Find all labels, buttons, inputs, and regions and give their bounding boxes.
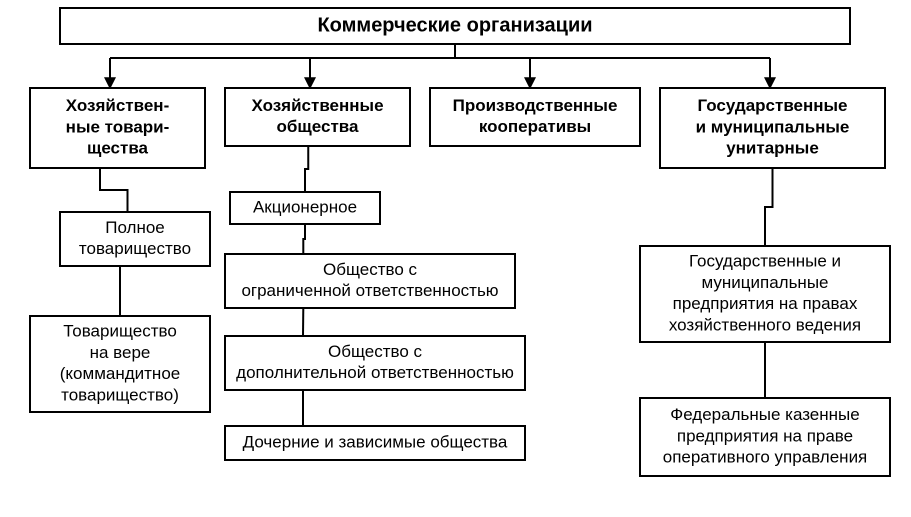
- node-c1b-line-0: Товарищество: [63, 322, 177, 341]
- node-c4a-line-3: хозяйственного ведения: [669, 315, 861, 334]
- node-c2c-line-1: дополнительной ответственностью: [236, 363, 514, 382]
- org-chart: Коммерческие организации Хозяйствен-ные т…: [0, 0, 911, 517]
- node-root: Коммерческие организации: [60, 8, 850, 44]
- node-col2-line-1: общества: [277, 117, 359, 136]
- node-c4a-line-0: Государственные и: [689, 252, 841, 271]
- nodes: Коммерческие организации Хозяйствен-ные т…: [30, 8, 890, 476]
- node-col3-line-1: кооперативы: [479, 117, 591, 136]
- node-c1b-line-3: товарищество): [61, 385, 179, 404]
- node-c4a-line-1: муниципальные: [702, 273, 829, 292]
- node-c2b-line-1: ограниченной ответственностью: [241, 281, 498, 300]
- node-col4-line-0: Государственные: [697, 96, 847, 115]
- node-c2a-line-0: Акционерное: [253, 197, 357, 216]
- node-c1a-line-1: товарищество: [79, 239, 191, 258]
- node-c2d-line-0: Дочерние и зависимые общества: [243, 432, 508, 451]
- node-c2d: Дочерние и зависимые общества: [225, 426, 525, 460]
- node-c1a-line-0: Полное: [105, 218, 165, 237]
- node-col1-line-1: ные товари-: [66, 117, 170, 136]
- node-c1b: Товарищество на вере (коммандитное товарище…: [30, 316, 210, 412]
- node-c4b: Федеральные казенные предприятия на праве…: [640, 398, 890, 476]
- node-c4a-line-2: предприятия на правах: [673, 294, 858, 313]
- node-col1-line-2: щества: [87, 139, 149, 158]
- node-c1a: Полное товарищество: [60, 212, 210, 266]
- node-root-line-0: Коммерческие организации: [317, 14, 592, 36]
- node-col1-line-0: Хозяйствен-: [66, 96, 170, 115]
- node-col3-line-0: Производственные: [453, 96, 618, 115]
- node-c2b-line-0: Общество с: [323, 260, 418, 279]
- node-col4-line-1: и муниципальные: [696, 117, 850, 136]
- node-c4b-line-1: предприятия на праве: [677, 426, 853, 445]
- node-col3: Производственные кооперативы: [430, 88, 640, 146]
- node-c4b-line-2: оперативного управления: [663, 448, 868, 467]
- node-c2c-line-0: Общество с: [328, 342, 423, 361]
- node-c4a: Государственные и муниципальные предприяти…: [640, 246, 890, 342]
- node-c2b: Общество с ограниченной ответственностью: [225, 254, 515, 308]
- node-c2a: Акционерное: [230, 192, 380, 224]
- node-col4: Государственные и муниципальные унитарные: [660, 88, 885, 168]
- node-c2c: Общество с дополнительной ответственность…: [225, 336, 525, 390]
- node-col4-line-2: унитарные: [726, 139, 819, 158]
- node-col1: Хозяйствен-ные товари-щества: [30, 88, 205, 168]
- node-col2-line-0: Хозяйственные: [251, 96, 383, 115]
- node-c1b-line-1: на вере: [90, 343, 151, 362]
- node-col2: Хозяйственные общества: [225, 88, 410, 146]
- node-c4b-line-0: Федеральные казенные: [670, 405, 859, 424]
- node-c1b-line-2: (коммандитное: [60, 364, 180, 383]
